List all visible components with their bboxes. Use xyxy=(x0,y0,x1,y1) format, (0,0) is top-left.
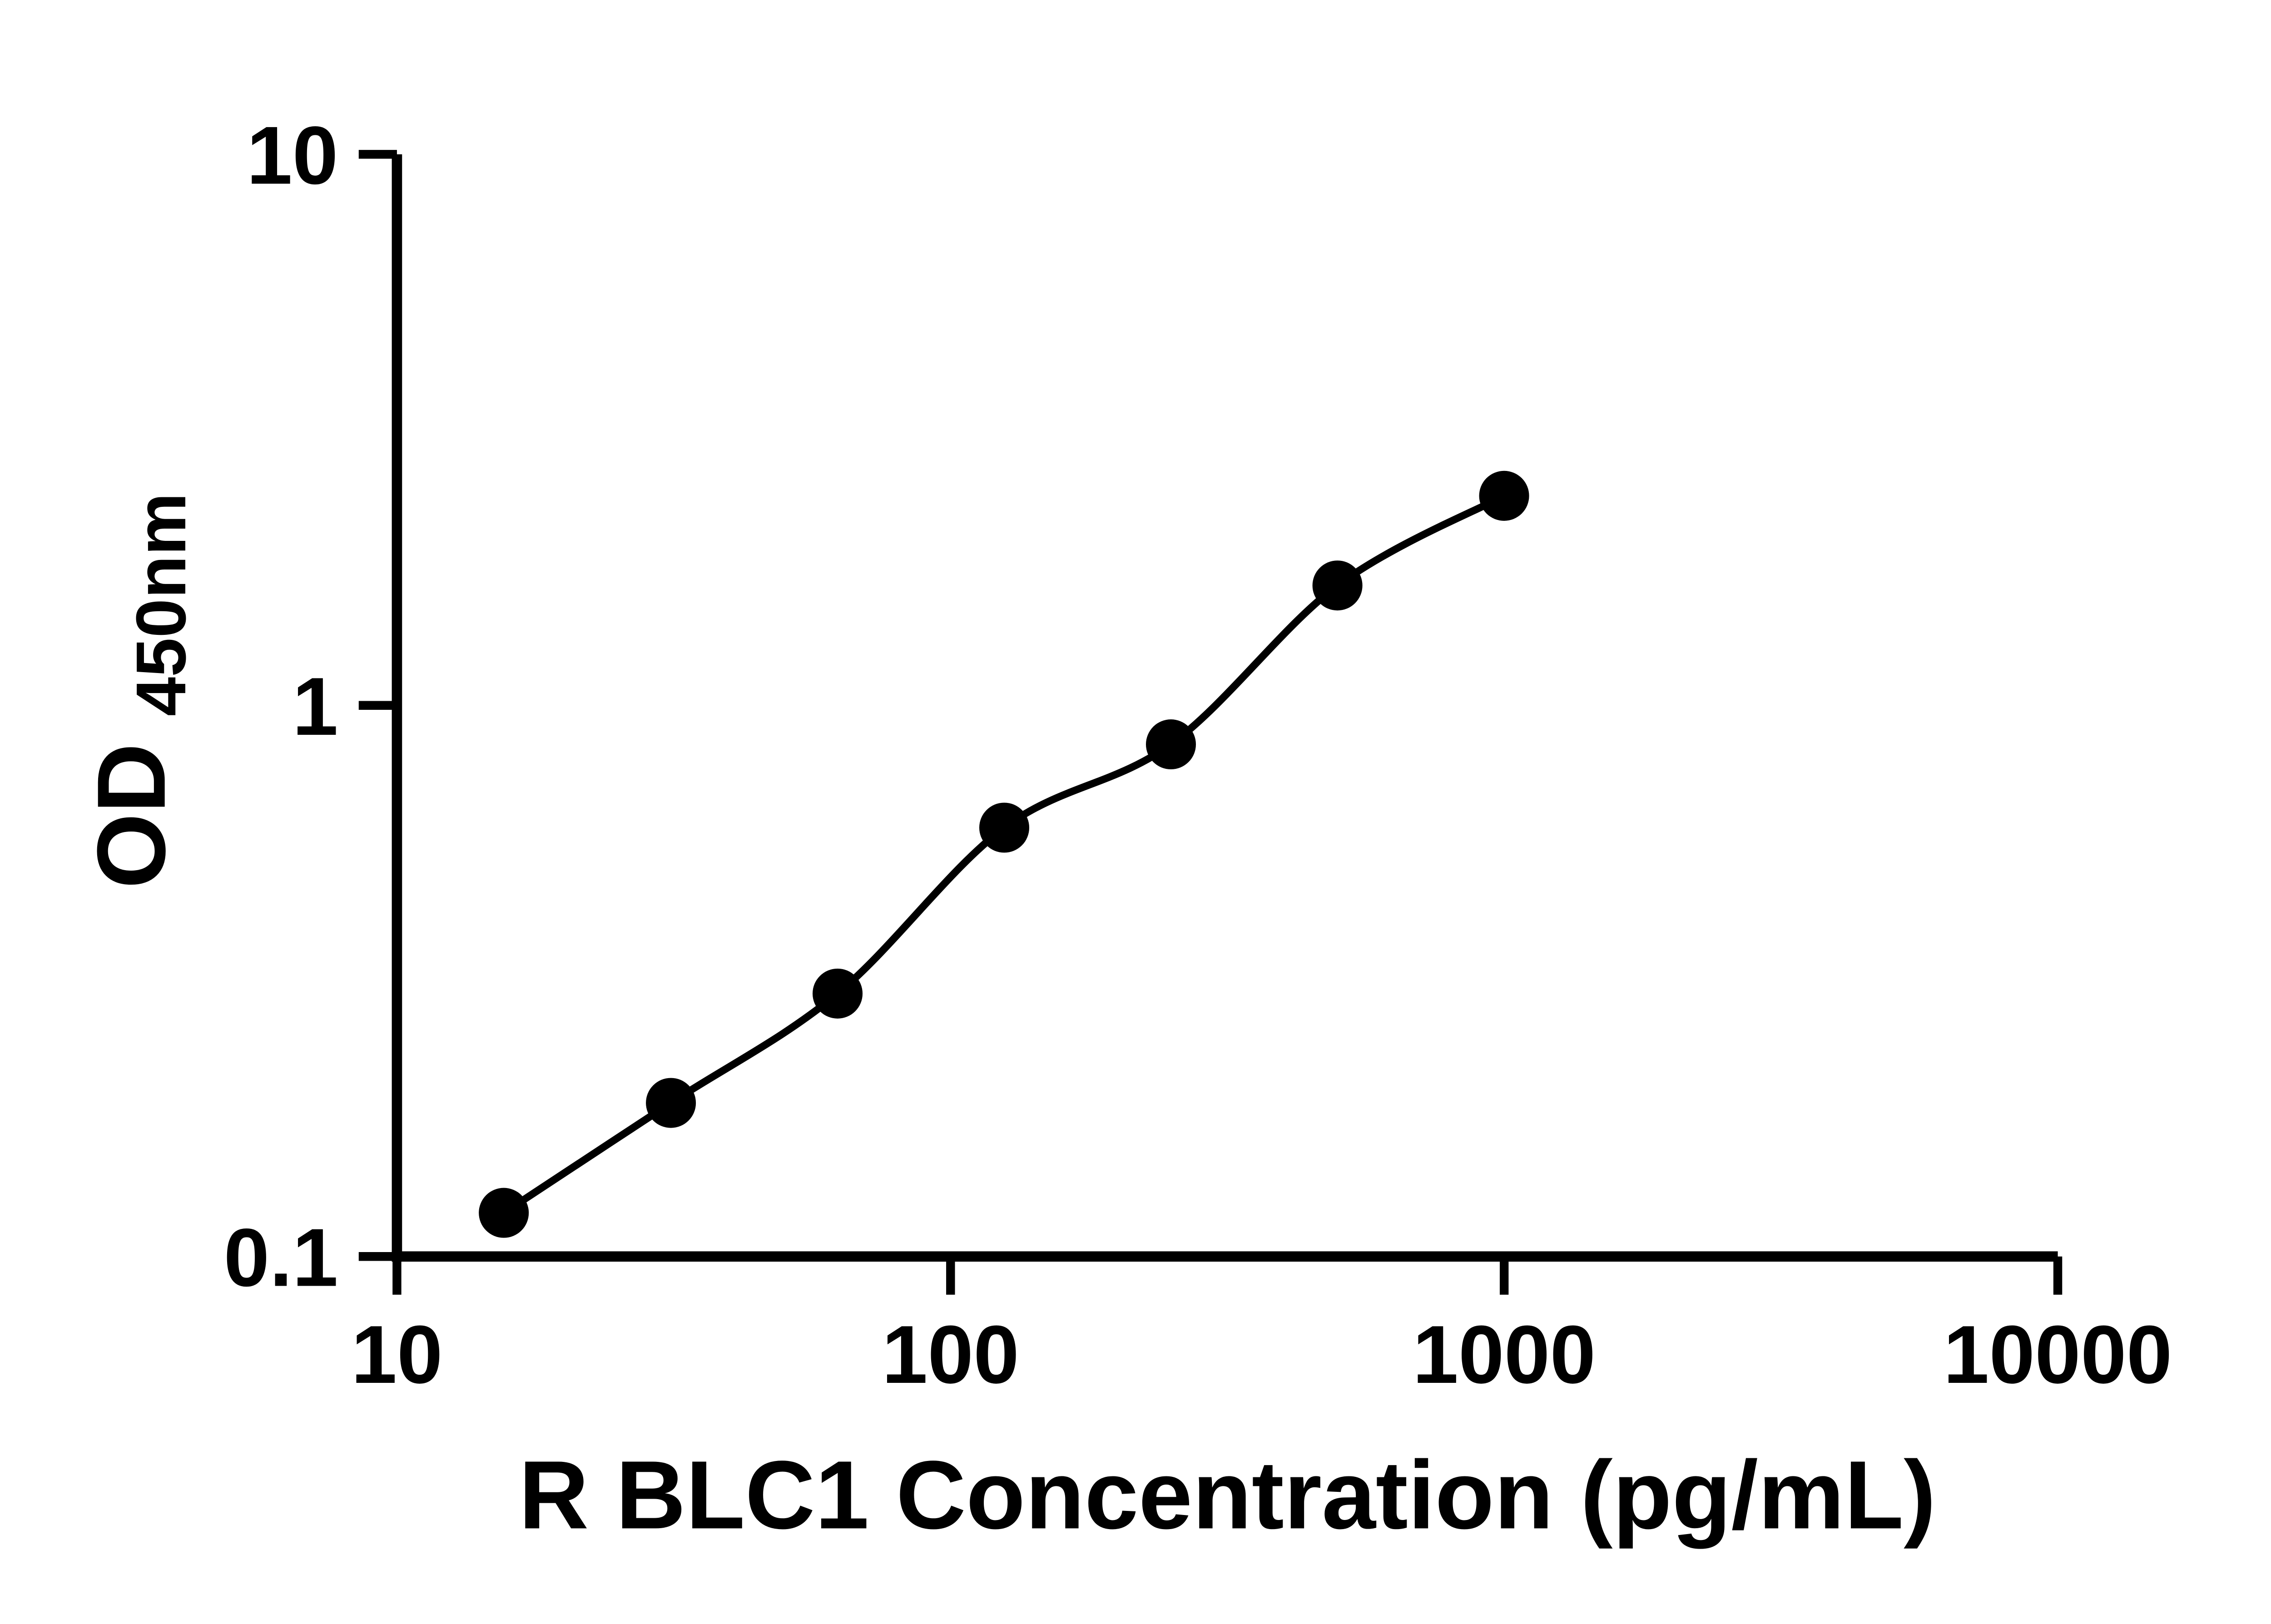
data-point-marker xyxy=(813,968,863,1019)
y-tick-label: 10 xyxy=(247,109,338,201)
data-point-marker xyxy=(1479,470,1529,521)
y-tick-label: 1 xyxy=(293,661,338,753)
x-tick-label: 100 xyxy=(882,1309,1019,1401)
y-tick-label: 0.1 xyxy=(224,1212,338,1303)
axes xyxy=(392,154,2058,1262)
y-axis-title: OD 450nm xyxy=(78,493,200,889)
data-point-marker xyxy=(1145,719,1196,770)
data-point-marker xyxy=(646,1078,696,1128)
axis-ticks xyxy=(358,150,2063,1295)
data-point-marker xyxy=(1312,560,1363,611)
x-axis-title: R BLC1 Concentration (pg/mL) xyxy=(519,1441,1936,1549)
x-tick-label: 10 xyxy=(351,1309,443,1401)
x-tick-label: 1000 xyxy=(1413,1309,1596,1401)
y-axis-title-subscript: 450nm xyxy=(121,493,200,716)
axis-tick-labels: 10 100 1000 10000 10 1 0.1 xyxy=(224,109,2172,1401)
data-point-marker xyxy=(979,802,1030,853)
data-points xyxy=(479,470,1529,1238)
data-point-marker xyxy=(479,1188,529,1238)
x-tick-label: 10000 xyxy=(1944,1309,2172,1401)
y-axis-title-main: OD xyxy=(78,743,186,888)
